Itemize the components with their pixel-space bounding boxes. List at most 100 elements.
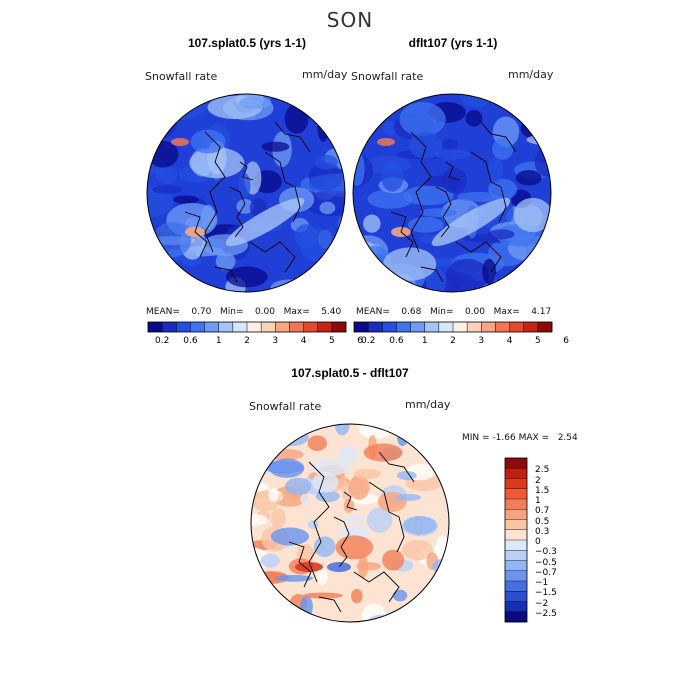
panel-1-colorbar-tick-label: 4	[300, 336, 307, 346]
diff-panel-variable-label: Snowfall rate	[249, 400, 322, 413]
diff-colorbar-tick-label: 0.3	[535, 526, 550, 537]
panel-1-max-label: Max=	[283, 307, 310, 317]
diff-min-label: MIN =	[462, 433, 490, 443]
diff-colorbar-tick-label: 1.5	[535, 485, 550, 496]
diff-colorbar-swatch	[505, 468, 527, 479]
diff-panel-title: 107.splat0.5 - dflt107	[291, 366, 409, 380]
panel-1-colorbar-tick-label: 3	[272, 336, 279, 346]
diff-colorbar-tick-label: −1.5	[535, 588, 557, 599]
season-title: SON	[326, 8, 374, 32]
panel-1-polar-map	[146, 93, 346, 293]
panel-1-colorbar	[147, 321, 347, 333]
panel-2-colorbar-swatch	[509, 322, 525, 332]
diff-map-coastlines	[288, 451, 415, 613]
panel-1-map-border	[146, 93, 346, 293]
diff-colorbar-swatch	[505, 478, 527, 490]
panel-1-colorbar-swatch	[218, 322, 234, 332]
diff-max-value: 2.54	[557, 433, 578, 443]
panel-2-colorbar-tick-label: 5	[534, 336, 541, 346]
panel-1-min-value: 0.00	[254, 307, 275, 317]
diff-colorbar-swatch	[505, 581, 527, 592]
diff-colorbar-tick-label: 0.5	[535, 516, 550, 527]
panel-2-colorbar-swatch	[438, 322, 454, 332]
panel-1-stats: MEAN= 0.70 Min= 0.00 Max= 5.40	[146, 307, 341, 317]
panel-2-colorbar-swatch	[495, 322, 510, 332]
panel-2-colorbar-swatch	[453, 322, 468, 332]
panel-2-colorbar-swatch	[396, 322, 411, 332]
panel-1-colorbar-tick-label: 5	[328, 336, 335, 346]
panel-1-units-label: mm/day	[302, 68, 348, 81]
panel-2-colorbar-ticks: 0.2 0.6 1 2 3 4 5 6	[354, 336, 569, 348]
panel-2-colorbar-tick-label: 1	[421, 336, 428, 346]
diff-panel-polar-map	[250, 423, 450, 623]
panel-2-colorbar-tick-label: 0.6	[389, 336, 404, 346]
panel-2-map-border	[352, 93, 552, 293]
panel-2-colorbar-swatch	[382, 322, 397, 332]
panel-1-variable-label: Snowfall rate	[145, 70, 218, 83]
panel-2-units-label: mm/day	[508, 68, 554, 81]
panel-2-colorbar-tick-label: 0.2	[360, 336, 376, 346]
diff-panel-units-label: mm/day	[405, 398, 451, 411]
diff-colorbar-swatch	[505, 570, 527, 582]
diff-colorbar-swatch	[505, 509, 527, 520]
panel-1-colorbar-swatch	[204, 322, 220, 332]
diff-min-value: -1.66	[492, 433, 516, 443]
panel-1-min-label: Min=	[219, 307, 244, 317]
panel-1-colorbar-swatch	[289, 322, 304, 332]
diff-colorbar-swatch	[505, 540, 527, 551]
panel-1-colorbar-swatch	[303, 322, 319, 332]
panel-2-title: dflt107 (yrs 1-1)	[408, 36, 498, 50]
panel-1-colorbar-swatch	[275, 322, 290, 332]
diff-colorbar-swatch	[505, 529, 527, 541]
diff-colorbar-tick-label: 2	[535, 475, 541, 486]
panel-2-colorbar-tick-label: 4	[506, 336, 513, 346]
panel-2-mean-label: MEAN=	[356, 307, 390, 317]
diff-colorbar-tick-label: −2.5	[535, 608, 557, 619]
panel-1-colorbar-swatch	[232, 322, 248, 332]
panel-2-max-value: 4.17	[531, 307, 552, 317]
diff-colorbar-swatch	[505, 611, 527, 623]
diff-colorbar-swatch	[505, 560, 527, 572]
panel-2-colorbar-swatch	[410, 322, 426, 332]
panel-1-colorbar-tick-label: 6	[357, 336, 364, 346]
panel-1-colorbar-swatch	[247, 322, 262, 332]
panel-2-colorbar	[353, 321, 553, 333]
panel-2-max-label: Max=	[493, 307, 520, 317]
panel-2-map-coastlines	[390, 121, 517, 283]
panel-2-colorbar-swatch	[424, 322, 440, 332]
panel-1-colorbar-swatch	[331, 322, 347, 332]
panel-2-colorbar-swatch	[368, 322, 383, 332]
panel-1-map-coastlines	[184, 121, 311, 283]
panel-2-colorbar-tick-label: 2	[450, 336, 456, 346]
diff-colorbar-swatch	[505, 488, 527, 500]
panel-2-variable-label: Snowfall rate	[351, 70, 424, 83]
panel-2-colorbar-swatch	[467, 322, 482, 332]
diff-colorbar-swatch	[505, 601, 527, 613]
panel-2-colorbar-swatch	[523, 322, 539, 332]
panel-1-mean-value: 0.70	[191, 307, 212, 317]
panel-1-colorbar-swatch	[176, 322, 191, 332]
panel-1-colorbar-tick-label: 2	[244, 336, 250, 346]
diff-colorbar-tick-label: −2	[535, 598, 549, 609]
diff-colorbar-swatch	[505, 458, 527, 469]
diff-panel-stats: MIN = -1.66 MAX = 2.54	[462, 433, 578, 443]
diff-colorbar-tick-label: −0.7	[535, 567, 557, 578]
panel-1-colorbar-swatch	[190, 322, 205, 332]
panel-1-colorbar-tick-label: 0.6	[183, 336, 198, 346]
panel-1-colorbar-swatch	[261, 322, 276, 332]
panel-2-mean-value: 0.68	[401, 307, 422, 317]
panel-2-colorbar-tick-label: 6	[563, 336, 570, 346]
diff-colorbar-tick-label: 1	[535, 496, 541, 506]
panel-1-mean-label: MEAN=	[146, 307, 180, 317]
panel-2-min-value: 0.00	[464, 307, 485, 317]
diff-map-border	[250, 423, 450, 623]
diff-colorbar-tick-label: −1	[535, 578, 549, 588]
diff-colorbar-swatch	[505, 519, 527, 531]
diff-colorbar-swatch	[505, 591, 527, 602]
panel-2-min-label: Min=	[429, 307, 454, 317]
panel-1-colorbar-swatch	[148, 322, 163, 332]
panel-1-colorbar-ticks: 0.2 0.6 1 2 3 4 5 6	[148, 336, 363, 348]
diff-colorbar-tick-label: −0.5	[535, 557, 557, 568]
panel-1-max-value: 5.40	[321, 307, 342, 317]
panel-2-colorbar-swatch	[354, 322, 369, 332]
